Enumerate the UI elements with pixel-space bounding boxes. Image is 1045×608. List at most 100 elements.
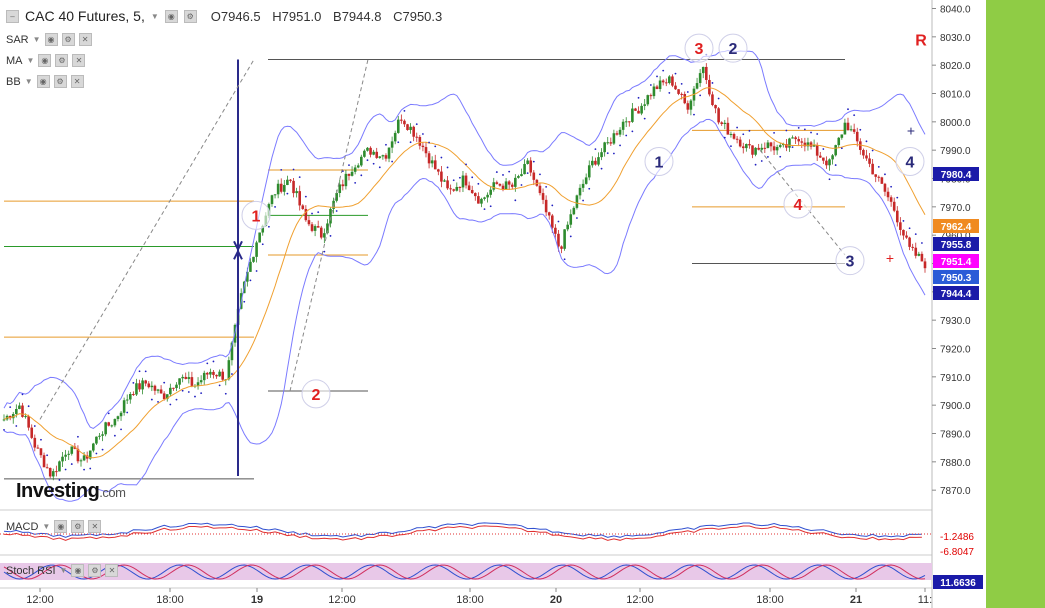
close-value: C7950.3 <box>393 8 443 24</box>
close-icon[interactable]: ✕ <box>72 54 86 67</box>
candle-body <box>686 103 690 110</box>
candle-body <box>39 448 43 456</box>
eye-icon[interactable]: ◉ <box>38 54 52 67</box>
sar-dot <box>446 166 449 169</box>
sar-dot <box>249 279 252 282</box>
sar-dot <box>896 196 899 199</box>
price-label: 7944.4 <box>941 289 972 300</box>
close-icon[interactable]: ✕ <box>105 564 119 577</box>
sar-dot <box>89 467 92 470</box>
candle-body <box>745 144 748 149</box>
sar-dot <box>871 149 874 152</box>
price-label: 7980.4 <box>941 170 972 181</box>
sar-dot <box>483 208 486 211</box>
indicator-ma[interactable]: MA ▼ ◉ ⚙ ✕ <box>6 54 86 67</box>
eye-icon[interactable]: ◉ <box>164 9 178 23</box>
candle-body <box>310 224 314 231</box>
chevron-down-icon[interactable]: ▼ <box>26 56 35 65</box>
sar-dot <box>748 129 751 132</box>
sar-dot <box>157 400 159 403</box>
sar-dot <box>175 398 178 401</box>
candle-body <box>547 212 551 216</box>
candle-body <box>467 185 471 190</box>
candle-body <box>101 434 104 436</box>
candle-body <box>899 222 902 230</box>
sar-dot <box>914 233 917 236</box>
close-icon[interactable]: ✕ <box>70 75 84 88</box>
high-value: H7951.0 <box>272 8 322 24</box>
sar-dot <box>840 147 843 150</box>
sar-dot <box>212 360 215 363</box>
candle-body <box>594 160 597 165</box>
close-icon[interactable]: ✕ <box>78 33 92 46</box>
sar-dot <box>58 479 61 481</box>
indicator-macd[interactable]: MACD ▼ ◉ ⚙ ✕ <box>6 520 102 533</box>
candle-body <box>557 233 560 247</box>
sar-dot <box>126 411 129 414</box>
candle-body <box>147 383 151 388</box>
eye-icon[interactable]: ◉ <box>36 75 50 88</box>
chevron-down-icon[interactable]: ▼ <box>32 35 41 44</box>
candle-body <box>335 192 338 201</box>
indicator-bb[interactable]: BB ▼ ◉ ⚙ ✕ <box>6 75 84 88</box>
candle-body <box>113 419 117 426</box>
sar-dot <box>261 243 264 246</box>
chevron-down-icon[interactable]: ▼ <box>150 11 159 21</box>
candle-body <box>661 80 665 83</box>
settings-icon[interactable]: ⚙ <box>71 520 85 533</box>
eye-icon[interactable]: ◉ <box>71 564 85 577</box>
candle-body <box>538 185 542 194</box>
candle-body <box>775 146 779 151</box>
candle-body <box>128 394 132 400</box>
close-icon[interactable]: ✕ <box>88 520 102 533</box>
eye-icon[interactable]: ◉ <box>44 33 58 46</box>
indicator-stoch-rsi[interactable]: Stoch RSI ▼ ◉ ⚙ ✕ <box>6 564 119 577</box>
candle-body <box>289 179 292 181</box>
candle-body <box>865 155 868 159</box>
candle-body <box>480 198 483 204</box>
collapse-icon[interactable]: – <box>6 9 19 23</box>
candle-body <box>366 147 369 151</box>
candle-body <box>510 184 514 187</box>
y-tick-label: 8040.0 <box>940 5 971 16</box>
candle-body <box>209 371 212 375</box>
candle-body <box>803 142 807 147</box>
candle-body <box>806 142 810 147</box>
sar-dot <box>243 300 246 303</box>
chevron-down-icon[interactable]: ▼ <box>24 77 33 86</box>
x-tick-label: 12:00 <box>26 594 54 606</box>
sar-dot <box>545 185 548 188</box>
candle-body <box>748 144 751 146</box>
candle-body <box>421 145 425 148</box>
dashed-projection <box>39 59 255 420</box>
sar-dot <box>884 173 886 176</box>
settings-icon[interactable]: ⚙ <box>53 75 67 88</box>
candle-body <box>905 235 908 238</box>
settings-icon[interactable]: ⚙ <box>88 564 102 577</box>
candle-body <box>711 94 714 106</box>
symbol-title: CAC 40 Futures, 5, <box>25 8 145 24</box>
candle-body <box>88 450 92 459</box>
candle-body <box>409 126 412 130</box>
indicator-sar[interactable]: SAR ▼ ◉ ⚙ ✕ <box>6 33 92 46</box>
sar-dot <box>576 217 578 219</box>
sar-dot <box>717 97 720 100</box>
price-label-box <box>933 237 979 251</box>
chevron-down-icon[interactable]: ▼ <box>42 522 51 531</box>
candle-body <box>104 422 107 435</box>
eye-icon[interactable]: ◉ <box>54 520 68 533</box>
settings-icon[interactable]: ⚙ <box>183 9 197 23</box>
candle-body <box>470 189 474 194</box>
settings-icon[interactable]: ⚙ <box>55 54 69 67</box>
wave-label-circle <box>684 33 714 63</box>
sar-dot <box>649 84 652 86</box>
settings-icon[interactable]: ⚙ <box>61 33 75 46</box>
sar-dot <box>791 146 794 149</box>
candle-body <box>307 220 311 225</box>
sar-dot <box>502 174 504 176</box>
ohlc-values: O7946.5 H7951.0 B7944.8 C7950.3 <box>203 9 443 24</box>
chevron-down-icon[interactable]: ▼ <box>59 566 68 575</box>
candle-body <box>437 169 440 172</box>
sar-dot <box>902 220 905 222</box>
